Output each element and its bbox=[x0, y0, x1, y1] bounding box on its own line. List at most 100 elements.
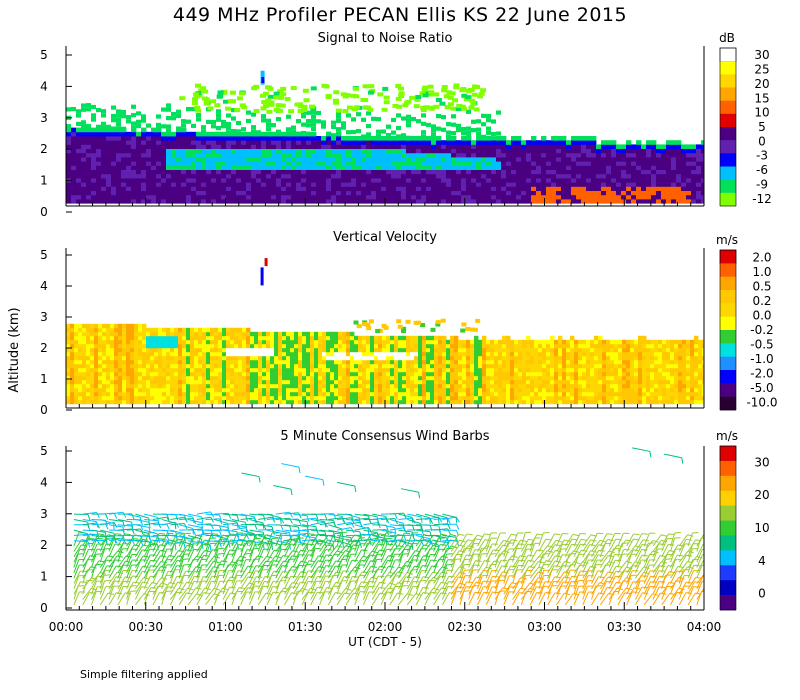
snr-cell bbox=[696, 182, 702, 187]
velocity-cell bbox=[370, 343, 375, 349]
velocity-cell bbox=[306, 395, 311, 401]
snr-cell bbox=[206, 178, 212, 183]
velocity-cell bbox=[94, 371, 99, 377]
velocity-cell bbox=[86, 367, 91, 373]
snr-cell bbox=[501, 165, 507, 171]
velocity-cell bbox=[390, 395, 395, 401]
velocity-cell bbox=[142, 359, 147, 365]
velocity-cell bbox=[358, 343, 363, 349]
snr-cell bbox=[141, 114, 146, 119]
velocity-cell bbox=[114, 343, 119, 349]
velocity-cell bbox=[626, 355, 631, 361]
velocity-cell bbox=[242, 347, 247, 353]
velocity-cell bbox=[174, 359, 179, 365]
velocity-cell bbox=[534, 359, 539, 365]
snr-cell bbox=[211, 178, 217, 183]
snr-cell bbox=[76, 131, 82, 137]
velocity-cell bbox=[174, 367, 179, 373]
velocity-cell bbox=[550, 347, 555, 353]
velocity-cell bbox=[222, 383, 227, 389]
velocity-cell bbox=[498, 395, 503, 401]
velocity-cell bbox=[586, 375, 591, 381]
velocity-cell bbox=[166, 395, 171, 401]
velocity-cell bbox=[434, 375, 439, 381]
velocity-cell bbox=[134, 363, 139, 369]
velocity-cell bbox=[474, 383, 479, 389]
snr-cell bbox=[276, 178, 282, 183]
velocity-cell bbox=[122, 379, 127, 385]
velocity-cell bbox=[306, 339, 311, 345]
snr-cell bbox=[181, 131, 187, 137]
velocity-cell bbox=[346, 383, 351, 389]
snr-cell bbox=[301, 186, 307, 192]
velocity-cell bbox=[538, 367, 543, 373]
velocity-cell bbox=[178, 327, 183, 333]
velocity-cell bbox=[438, 363, 443, 369]
velocity-cell bbox=[174, 339, 179, 345]
snr-cell bbox=[397, 86, 404, 91]
velocity-cell bbox=[226, 399, 231, 405]
snr-cell bbox=[86, 173, 92, 179]
snr-cell bbox=[81, 157, 87, 162]
snr-cell bbox=[476, 131, 481, 136]
velocity-cell bbox=[558, 367, 563, 373]
velocity-cell bbox=[386, 399, 391, 405]
velocity-cell bbox=[538, 387, 543, 393]
snr-cell bbox=[396, 104, 403, 109]
snr-cell bbox=[121, 178, 127, 183]
snr-cell bbox=[476, 157, 482, 162]
snr-cell bbox=[586, 140, 592, 145]
velocity-cell bbox=[418, 379, 423, 385]
velocity-cell bbox=[158, 375, 163, 381]
snr-cell bbox=[466, 130, 471, 135]
velocity-cell bbox=[598, 387, 603, 393]
velocity-cell bbox=[466, 363, 471, 369]
velocity-cell bbox=[138, 379, 143, 385]
snr-cell bbox=[396, 125, 401, 131]
velocity-cell bbox=[414, 351, 419, 357]
velocity-cell bbox=[282, 363, 287, 369]
velocity-cell bbox=[622, 355, 627, 361]
velocity-cell bbox=[134, 331, 139, 337]
velocity-cell bbox=[578, 355, 583, 361]
snr-cell bbox=[421, 121, 426, 126]
velocity-cell bbox=[474, 395, 479, 401]
snr-cell bbox=[446, 186, 452, 192]
velocity-cell bbox=[490, 339, 495, 345]
snr-cell bbox=[116, 190, 122, 196]
velocity-cell bbox=[346, 379, 351, 385]
velocity-cell bbox=[82, 379, 87, 385]
snr-cell bbox=[401, 136, 407, 141]
velocity-cell bbox=[98, 347, 103, 353]
velocity-cell bbox=[558, 359, 563, 365]
snr-cell bbox=[381, 152, 387, 158]
snr-cell bbox=[511, 186, 517, 192]
velocity-cell bbox=[562, 367, 567, 373]
velocity-cell bbox=[110, 339, 115, 345]
velocity-cell bbox=[146, 359, 151, 365]
snr-cell bbox=[466, 186, 472, 192]
velocity-cell bbox=[78, 395, 83, 401]
snr-cell bbox=[396, 148, 402, 154]
velocity-cell bbox=[94, 355, 99, 361]
snr-cell bbox=[131, 113, 136, 118]
snr-cell bbox=[86, 165, 92, 171]
velocity-cell bbox=[482, 379, 487, 385]
snr-cell bbox=[301, 173, 307, 179]
velocity-cell bbox=[502, 395, 507, 401]
velocity-cell bbox=[106, 371, 111, 377]
velocity-cell bbox=[74, 355, 79, 361]
velocity-cell bbox=[482, 351, 487, 357]
velocity-cell bbox=[506, 335, 511, 341]
snr-cell bbox=[71, 186, 77, 192]
snr-cell bbox=[686, 161, 692, 166]
velocity-cell bbox=[210, 399, 215, 405]
velocity-cell bbox=[330, 387, 335, 393]
snr-cell bbox=[246, 194, 252, 200]
velocity-cell bbox=[94, 391, 99, 397]
snr-cell bbox=[296, 186, 302, 192]
snr-cell bbox=[216, 173, 222, 179]
snr-cell bbox=[486, 126, 491, 131]
velocity-cell bbox=[410, 339, 415, 345]
velocity-cell bbox=[226, 379, 231, 385]
